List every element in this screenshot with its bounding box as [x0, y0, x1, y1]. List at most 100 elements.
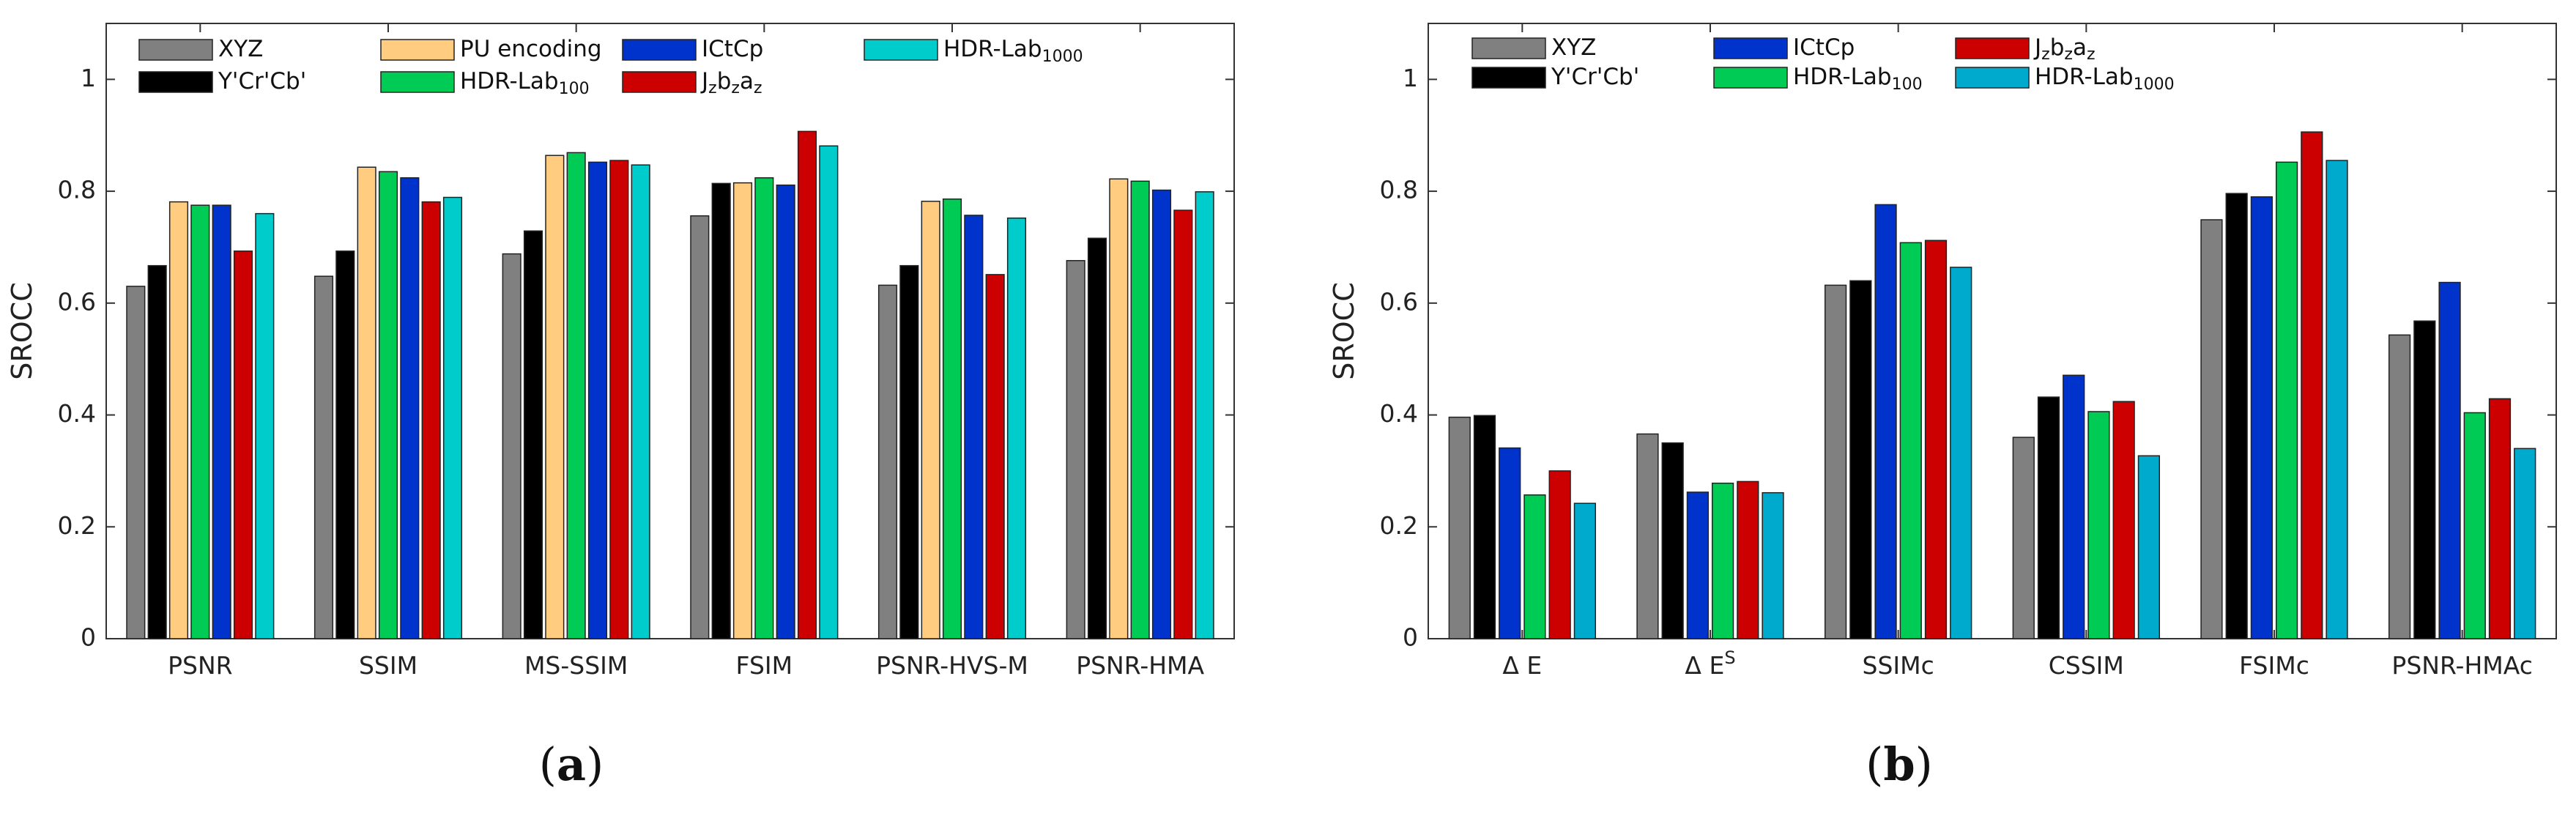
legend-swatch-5: [1955, 67, 2030, 89]
bar-1-3: [378, 171, 398, 639]
legend-label-2: ICtCp: [1793, 34, 1855, 61]
bar-0-1: [1473, 415, 1496, 639]
bar-5-3: [1130, 180, 1150, 639]
bar-4-0: [2200, 219, 2223, 639]
bar-4-4: [2301, 131, 2323, 639]
bar-4-6: [1006, 217, 1027, 639]
bar-3-1: [2037, 396, 2060, 639]
bar-1-6: [442, 196, 463, 639]
bar-4-3: [2275, 161, 2298, 639]
legend-swatch-1: [138, 71, 213, 93]
x-tick-label: SSIM: [359, 651, 417, 680]
bar-4-5: [2326, 160, 2348, 639]
x-tick-label: PSNR: [168, 651, 232, 680]
panel-label: (a): [539, 738, 604, 791]
bar-5-1: [1087, 237, 1107, 639]
chart-panel-b: 0 0.2 0.4 0.6 0.8 1 SROCC Δ E Δ ES SSIMc CSSIM FSIM…: [1328, 23, 2557, 791]
bar-4-2: [921, 201, 940, 639]
bar-3-5: [2137, 455, 2161, 639]
bar-1-5: [1762, 491, 1784, 639]
y-tick-label: 1: [81, 64, 96, 92]
x-tick-label: CSSIM: [2049, 651, 2124, 680]
bar-1-4: [1737, 480, 1759, 639]
bar-4-1: [899, 264, 919, 639]
y-tick-label: 0.6: [1380, 287, 1418, 316]
bar-0-0: [1448, 416, 1471, 639]
bar-2-3: [566, 152, 586, 639]
legend-swatch-2: [1713, 37, 1788, 59]
x-tick-label: SSIMc: [1863, 651, 1934, 680]
bar-1-5: [421, 201, 441, 639]
bar-2-6: [631, 164, 650, 639]
bar-3-6: [819, 145, 839, 639]
bar-2-3: [1899, 242, 1922, 639]
bar-2-4: [587, 161, 608, 639]
bar-2-5: [1950, 267, 1972, 639]
bar-1-3: [1711, 482, 1734, 639]
bar-3-4: [2112, 401, 2135, 639]
bar-0-1: [147, 264, 167, 639]
bar-0-3: [1523, 494, 1546, 639]
legend-label-4: Jzbzaz: [2033, 34, 2096, 64]
legend-label-1: Y'Cr'Cb': [218, 68, 306, 94]
legend-swatch-3: [1713, 67, 1788, 89]
y-tick-label: 0.8: [1380, 176, 1418, 204]
legend-swatch-0: [1471, 37, 1546, 59]
bar-2-0: [1824, 284, 1847, 639]
bar-5-4: [1151, 189, 1172, 639]
bar-1-2: [1686, 491, 1710, 639]
legend-label-0: XYZ: [1551, 34, 1596, 61]
bar-3-3: [2087, 411, 2110, 639]
bar-1-1: [335, 250, 355, 639]
bar-2-2: [1874, 204, 1897, 639]
bar-0-2: [168, 201, 189, 639]
bar-4-5: [985, 274, 1005, 639]
bar-3-0: [2012, 437, 2035, 639]
legend-label-5: Jzbzaz: [700, 68, 762, 98]
x-tick-label: PSNR-HMAc: [2391, 651, 2532, 680]
y-tick-label: 0.2: [1380, 511, 1418, 540]
x-tick-label: PSNR-HMA: [1076, 651, 1204, 680]
bar-3-0: [690, 215, 710, 639]
bar-1-4: [400, 177, 420, 639]
bar-1-0: [313, 275, 334, 639]
y-axis-title: SROCC: [1328, 282, 1360, 380]
x-tick-label: FSIMc: [2239, 651, 2309, 680]
y-tick-label: 0.6: [58, 287, 96, 316]
chart-panel-a: 0 0.2 0.4 0.6 0.8 1 SROCC PSNR SSIM MS-SSIM FSIM PS…: [6, 23, 1235, 791]
y-tick-label: 0.8: [58, 176, 96, 204]
y-tick-label: 0: [81, 623, 96, 652]
x-tick-label: Δ ES: [1685, 647, 1735, 680]
legend-swatch-0: [138, 39, 213, 61]
bar-2-0: [502, 253, 521, 639]
bar-0-4: [212, 204, 231, 639]
bar-4-1: [2225, 193, 2248, 639]
legend-label-6: HDR-Lab1000: [943, 36, 1083, 67]
bar-5-3: [2463, 412, 2486, 639]
legend-label-1: Y'Cr'Cb': [1551, 64, 1639, 90]
legend-swatch-4: [1955, 37, 2030, 59]
legend-label-4: ICtCp: [702, 36, 763, 62]
bar-0-5: [1573, 502, 1597, 639]
bar-3-5: [797, 130, 817, 639]
bar-1-0: [1636, 433, 1659, 639]
y-tick-label: 0.4: [1380, 399, 1418, 428]
bar-0-4: [1548, 470, 1571, 639]
bar-3-3: [754, 177, 774, 639]
bar-5-2: [2438, 281, 2461, 639]
bar-2-1: [1849, 280, 1872, 639]
bar-3-4: [776, 184, 795, 639]
bar-4-3: [942, 198, 962, 639]
bar-0-6: [255, 212, 275, 639]
bar-0-2: [1499, 447, 1521, 639]
bar-3-2: [2063, 374, 2085, 639]
bar-4-2: [2250, 196, 2274, 639]
y-tick-label: 0.2: [58, 511, 96, 540]
bar-2-5: [609, 160, 629, 639]
bar-4-0: [877, 284, 898, 639]
legend-label-0: XYZ: [218, 36, 263, 62]
legend-label-3: HDR-Lab100: [460, 68, 590, 99]
legend-swatch-2: [380, 39, 455, 61]
bar-3-2: [732, 182, 753, 639]
